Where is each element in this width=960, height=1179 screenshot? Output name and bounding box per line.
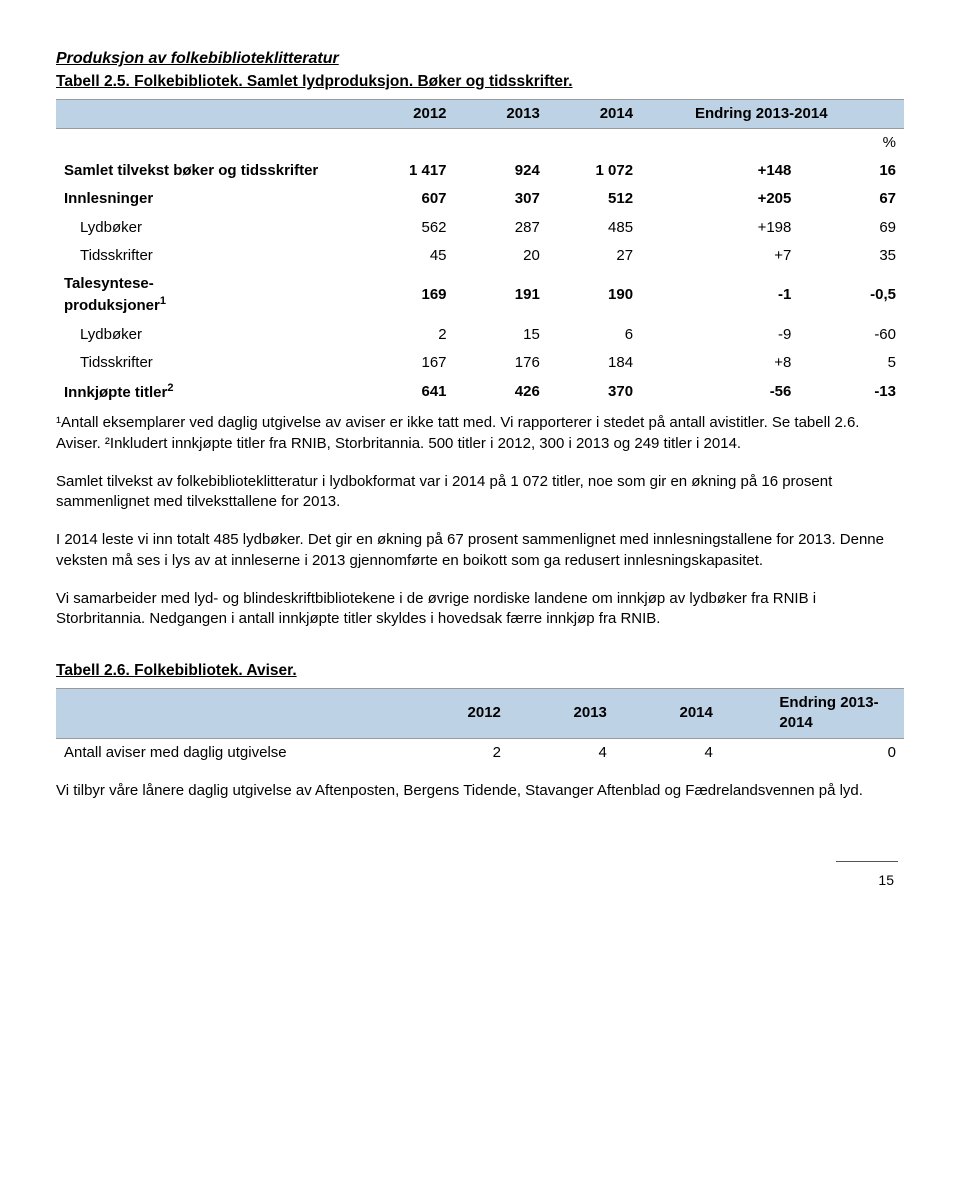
table-1-header-row: 2012 2013 2014 Endring 2013-2014 xyxy=(56,99,904,128)
cell: 176 xyxy=(455,349,548,377)
page-number: 15 xyxy=(56,871,904,890)
cell: 641 xyxy=(361,377,454,407)
cell: 485 xyxy=(548,214,641,242)
table-row: Samlet tilvekst bøker og tidsskrifter1 4… xyxy=(56,157,904,185)
t2-col-2014: 2014 xyxy=(615,689,721,739)
cell: 27 xyxy=(548,242,641,270)
table-row: Innlesninger607307512 +20567 xyxy=(56,185,904,213)
col-2013: 2013 xyxy=(455,99,548,128)
table-1-footnote: ¹Antall eksemplarer ved daglig utgivelse… xyxy=(56,413,904,454)
cell: -13 xyxy=(799,377,904,407)
table-2-row: Antall aviser med daglig utgivelse 2 4 4… xyxy=(56,738,904,767)
cell: +148 xyxy=(675,157,799,185)
t2-cell-2013: 4 xyxy=(509,738,615,767)
row-label: Tidsskrifter xyxy=(56,349,361,377)
cell: -1 xyxy=(675,270,799,321)
row-label: Tidsskrifter xyxy=(56,242,361,270)
row-label: Innlesninger xyxy=(56,185,361,213)
t2-cell-2012: 2 xyxy=(403,738,509,767)
table-row: Lydbøker562287485 +19869 xyxy=(56,214,904,242)
cell: -56 xyxy=(675,377,799,407)
cell: +205 xyxy=(675,185,799,213)
cell: 426 xyxy=(455,377,548,407)
pct-header: % xyxy=(799,128,904,157)
paragraph-4: Vi tilbyr våre lånere daglig utgivelse a… xyxy=(56,781,904,801)
table-2-title: Tabell 2.6. Folkebibliotek. Aviser. xyxy=(56,661,904,682)
table-2-header-row: 2012 2013 2014 Endring 2013-2014 xyxy=(56,689,904,739)
cell: 191 xyxy=(455,270,548,321)
cell: 190 xyxy=(548,270,641,321)
cell: +7 xyxy=(675,242,799,270)
cell: 67 xyxy=(799,185,904,213)
cell: 307 xyxy=(455,185,548,213)
table-1-title: Tabell 2.5. Folkebibliotek. Samlet lydpr… xyxy=(56,72,904,93)
t2-col-2012: 2012 xyxy=(403,689,509,739)
cell: 35 xyxy=(799,242,904,270)
table-row: Lydbøker2156 -9-60 xyxy=(56,321,904,349)
table-row: Tidsskrifter452027 +735 xyxy=(56,242,904,270)
cell: 69 xyxy=(799,214,904,242)
cell: +198 xyxy=(675,214,799,242)
t2-col-endring: Endring 2013-2014 xyxy=(759,689,904,739)
row-label: Lydbøker xyxy=(56,321,361,349)
row-label: Talesyntese-produksjoner1 xyxy=(56,270,361,321)
t2-col-2013: 2013 xyxy=(509,689,615,739)
cell: -60 xyxy=(799,321,904,349)
cell: 167 xyxy=(361,349,454,377)
cell: +8 xyxy=(675,349,799,377)
table-row: Talesyntese-produksjoner1169191190 -1-0,5 xyxy=(56,270,904,321)
table-1: 2012 2013 2014 Endring 2013-2014 % Samle… xyxy=(56,99,904,408)
cell: 45 xyxy=(361,242,454,270)
cell: 1 072 xyxy=(548,157,641,185)
cell: 5 xyxy=(799,349,904,377)
t2-row-label: Antall aviser med daglig utgivelse xyxy=(56,738,403,767)
table-row: Tidsskrifter167176184 +85 xyxy=(56,349,904,377)
cell: 15 xyxy=(455,321,548,349)
paragraph-2: I 2014 leste vi inn totalt 485 lydbøker.… xyxy=(56,530,904,571)
paragraph-1: Samlet tilvekst av folkebiblioteklittera… xyxy=(56,472,904,513)
cell: 169 xyxy=(361,270,454,321)
cell: 287 xyxy=(455,214,548,242)
table-2: 2012 2013 2014 Endring 2013-2014 Antall … xyxy=(56,688,904,767)
cell: 6 xyxy=(548,321,641,349)
col-endring: Endring 2013-2014 xyxy=(675,99,904,128)
cell: 2 xyxy=(361,321,454,349)
col-2012: 2012 xyxy=(361,99,454,128)
cell: 16 xyxy=(799,157,904,185)
t2-cell-endring: 0 xyxy=(759,738,904,767)
col-2014: 2014 xyxy=(548,99,641,128)
row-label: Lydbøker xyxy=(56,214,361,242)
table-row: Innkjøpte titler2641426370 -56-13 xyxy=(56,377,904,407)
cell: 1 417 xyxy=(361,157,454,185)
cell: 512 xyxy=(548,185,641,213)
cell: 370 xyxy=(548,377,641,407)
row-label: Samlet tilvekst bøker og tidsskrifter xyxy=(56,157,361,185)
cell: -0,5 xyxy=(799,270,904,321)
t2-cell-2014: 4 xyxy=(615,738,721,767)
cell: 562 xyxy=(361,214,454,242)
table-1-pct-row: % xyxy=(56,128,904,157)
row-label: Innkjøpte titler2 xyxy=(56,377,361,407)
cell: 607 xyxy=(361,185,454,213)
cell: 924 xyxy=(455,157,548,185)
cell: 184 xyxy=(548,349,641,377)
section-title: Produksjon av folkebiblioteklitteratur xyxy=(56,48,904,70)
cell: 20 xyxy=(455,242,548,270)
paragraph-3: Vi samarbeider med lyd- og blindeskriftb… xyxy=(56,589,904,630)
cell: -9 xyxy=(675,321,799,349)
